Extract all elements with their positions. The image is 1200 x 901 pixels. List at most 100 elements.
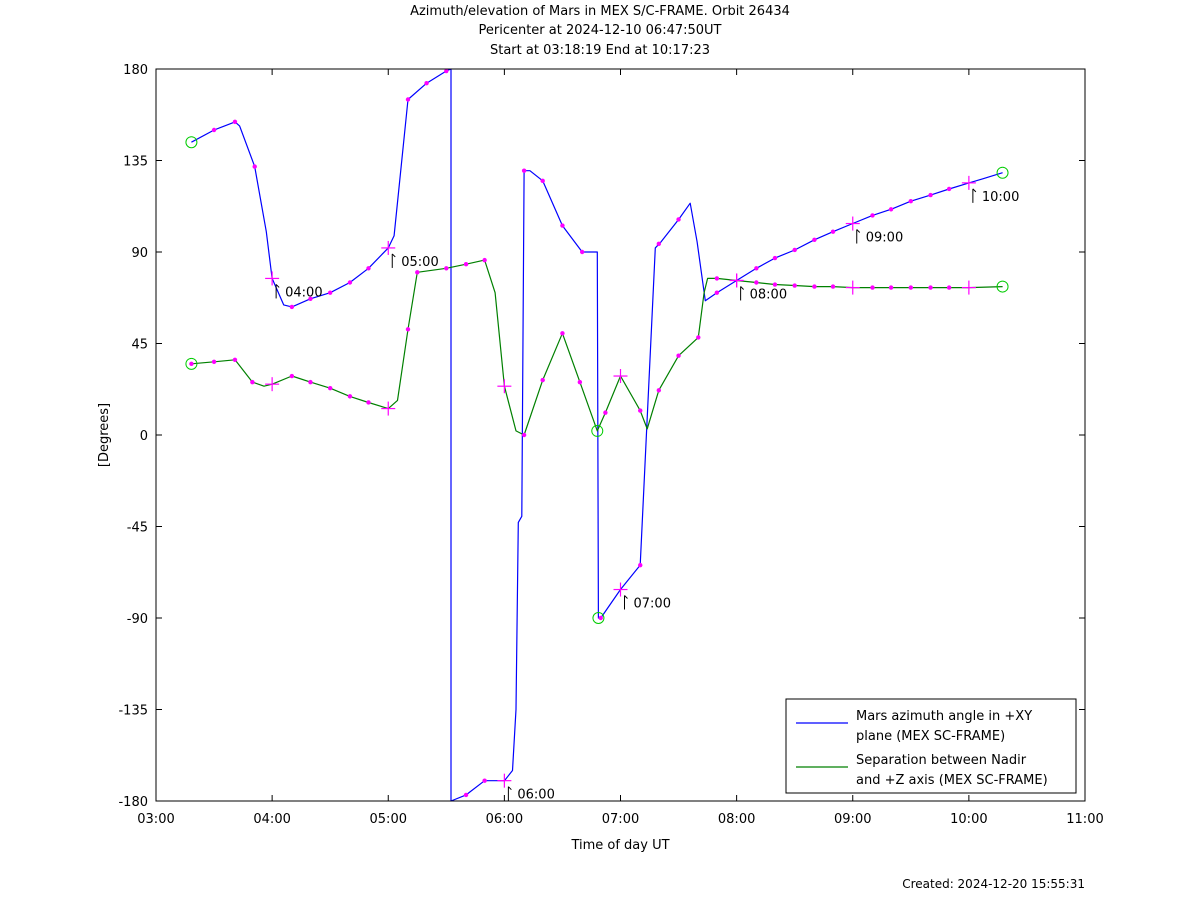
data-point [870,285,875,290]
x-tick-label: 06:00 [486,812,523,827]
y-axis-label: [Degrees] [97,403,112,467]
data-point [579,249,585,255]
data-point [928,192,933,198]
data-point [830,229,836,234]
data-point [211,359,217,364]
data-point [812,237,817,242]
x-tick-label: 11:00 [1066,812,1103,827]
hour-annotations: 04:00 05:00 06:00 07:00 08:00 09:00 10:00 [275,188,1019,803]
created-timestamp: Created: 2024-12-20 15:55:31 [902,877,1085,891]
data-point [211,127,217,133]
data-point [676,353,681,358]
data-point [444,68,449,74]
data-point [444,266,449,271]
data-point [424,81,429,86]
data-point [482,778,487,783]
data-point [252,164,257,169]
data-point [946,186,952,192]
data-point [289,304,295,310]
data-point [540,178,545,184]
series-layer [191,68,1003,802]
data-point [656,388,662,393]
data-point [812,284,817,289]
series-line-1 [191,68,1003,802]
data-point [366,266,371,271]
data-point [772,282,778,287]
data-point [888,285,894,290]
data-point [405,97,411,102]
data-point [232,119,238,125]
endpoint-circle [996,166,1009,179]
data-point [754,266,759,271]
x-axis-label: Time of day UT [570,838,669,853]
data-point [463,792,469,798]
data-point [830,284,836,289]
data-point [189,361,194,367]
data-point [603,410,608,415]
data-point [289,373,295,379]
y-tick-label: 135 [123,155,148,170]
annotation-pointer-head [624,595,628,599]
y-tick-label: -90 [127,612,148,627]
data-point [676,217,681,222]
legend-box [785,698,1077,794]
data-point [366,400,371,405]
data-point [232,357,238,362]
data-point [560,223,565,228]
data-point [638,408,643,413]
data-point [714,276,720,281]
x-tick-label: 09:00 [834,812,871,827]
legend-entry-label: Mars azimuth angle in +XY [856,709,1032,724]
series-line-2 [191,259,1003,436]
y-tick-label: 45 [131,338,148,353]
hour-annotation-label: 04:00 [285,285,322,300]
endpoint-circle [996,280,1009,293]
data-point [656,241,662,247]
chart-title-line-1: Azimuth/elevation of Mars in MEX S/C-FRA… [410,4,790,19]
data-point [577,379,583,385]
endpoint-circle [185,357,198,370]
x-tick-label: 08:00 [718,812,755,827]
hour-annotation-label: 08:00 [750,287,787,302]
y-tick-label: -45 [127,521,148,536]
data-point [327,386,333,391]
hour-annotation-label: 07:00 [634,597,671,612]
data-point [638,562,643,568]
annotation-pointer-head [508,786,512,791]
data-point [928,285,933,290]
data-point [560,331,565,336]
hour-annotation-label: 06:00 [517,788,554,803]
endpoint-circle [591,424,604,437]
x-tick-label: 05:00 [370,812,407,827]
data-point [521,168,527,173]
data-point [908,198,914,204]
data-point [308,379,313,385]
plot-frame [155,68,1086,802]
data-point [415,270,420,275]
tick-labels: 03:00 04:00 05:00 06:00 07:00 08:00 09:00 10:00… [118,63,1103,827]
x-tick-label: 10:00 [950,812,987,827]
legend-entry-label: plane (MEX SC-FRAME) [856,729,1005,744]
data-point [540,377,545,383]
legend-entry-label: and +Z axis (MEX SC-FRAME) [856,773,1048,788]
data-point [772,255,778,261]
annotation-pointer-head [740,286,744,290]
marker-layer [185,68,1009,798]
data-point [250,379,255,385]
data-point [888,207,894,212]
data-point [714,290,720,295]
legend-entry-label: Separation between Nadir [856,753,1027,768]
x-tick-label: 07:00 [602,812,639,827]
data-point [327,290,333,295]
y-tick-label: -135 [118,704,148,719]
x-tick-label: 03:00 [137,812,174,827]
data-point [521,432,527,438]
annotation-pointer-head [856,229,861,233]
annotation-pointer-head [972,188,977,193]
data-point [946,285,952,290]
data-point [347,394,353,399]
data-point [308,296,313,301]
data-point [870,213,875,218]
data-point [696,335,701,340]
